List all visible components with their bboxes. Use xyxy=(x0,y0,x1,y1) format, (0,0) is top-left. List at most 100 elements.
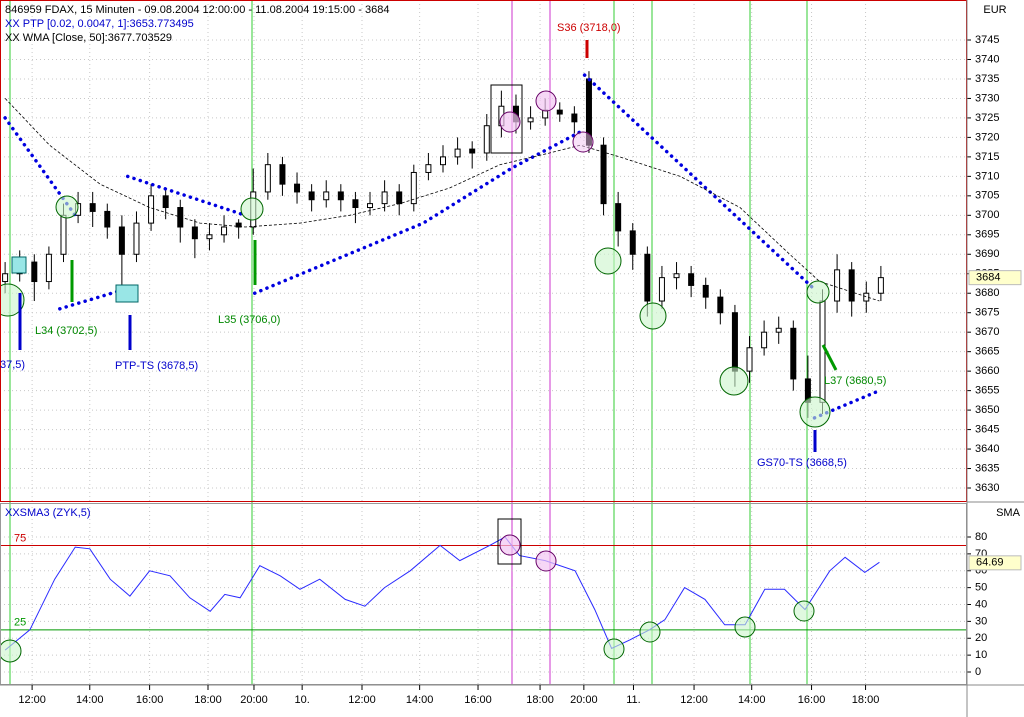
signal-circle xyxy=(0,283,25,317)
candle-body xyxy=(439,156,446,166)
y-tick-label: 3700 xyxy=(975,209,999,221)
x-tick-label: 18:00 xyxy=(526,694,554,706)
candle-body xyxy=(688,273,695,286)
candle-body xyxy=(731,312,738,372)
candle-body xyxy=(819,300,826,403)
candle-body xyxy=(221,226,228,236)
candle-body xyxy=(834,269,841,302)
indicator-title: XXSMA3 (ZYK,5) xyxy=(5,507,91,519)
y-tick-label: 3630 xyxy=(975,482,999,494)
candle-body xyxy=(31,261,38,283)
signal-circle xyxy=(799,396,831,428)
candle-body xyxy=(323,191,330,201)
legend-entry: XX WMA [Close, 50]:3677.703529 xyxy=(5,32,172,44)
candle-body xyxy=(367,203,374,209)
signal-box xyxy=(11,256,27,274)
signal-circle xyxy=(55,195,79,219)
candle-body xyxy=(89,203,96,212)
signal-circle xyxy=(603,638,625,660)
y-tick-label: 3660 xyxy=(975,365,999,377)
candle-body xyxy=(425,164,432,173)
x-tick-label: 18:00 xyxy=(194,694,222,706)
y-tick-label: 3675 xyxy=(975,307,999,319)
y-tick-label: 3650 xyxy=(975,404,999,416)
x-tick-label: 20:00 xyxy=(570,694,598,706)
x-tick-label: 14:00 xyxy=(406,694,434,706)
signal-circle xyxy=(594,247,622,275)
candle-body xyxy=(629,230,636,255)
candle-body xyxy=(746,347,753,372)
candle-body xyxy=(556,109,563,115)
candle-body xyxy=(148,195,155,224)
y-tick-label: 3715 xyxy=(975,151,999,163)
annotation: 37,5) xyxy=(0,359,25,371)
annotation: L34 (3702,5) xyxy=(35,325,97,337)
candle-body xyxy=(644,253,651,302)
signal-circle xyxy=(240,197,264,221)
y-tick-label: 3640 xyxy=(975,443,999,455)
y-tick-label: 3680 xyxy=(975,287,999,299)
candle-body xyxy=(717,296,724,314)
x-tick-label: 16:00 xyxy=(798,694,826,706)
candle-body xyxy=(294,183,301,193)
candle-body xyxy=(410,171,417,205)
last-value-box xyxy=(968,270,1022,286)
x-tick-label: 12:00 xyxy=(680,694,708,706)
y-tick-label: 3705 xyxy=(975,190,999,202)
candle-body xyxy=(191,226,198,240)
y-tick-label: 3645 xyxy=(975,423,999,435)
level-label: 25 xyxy=(14,617,26,629)
legend-entry: XX PTP [0.02, 0.0047, 1]:3653.773495 xyxy=(5,18,194,30)
last-value-label: 64.69 xyxy=(976,557,1004,569)
candle-body xyxy=(381,191,388,205)
x-tick-label: 12:00 xyxy=(18,694,46,706)
signal-circle xyxy=(535,90,557,112)
candle-body xyxy=(454,148,461,158)
signal-circle xyxy=(639,621,661,643)
y-tick-label: 3635 xyxy=(975,462,999,474)
x-tick-label: 11. xyxy=(626,694,640,706)
signal-circle xyxy=(0,639,22,663)
axis-label: SMA xyxy=(996,507,1021,519)
annotation: PTP-TS (3678,5) xyxy=(115,360,198,372)
candle-body xyxy=(761,331,768,349)
candle-body xyxy=(483,125,490,154)
candle-body xyxy=(600,144,607,205)
signal-tick xyxy=(821,344,838,371)
axis-label: EUR xyxy=(983,4,1006,16)
candle-body xyxy=(133,222,140,255)
candle-body xyxy=(60,214,67,255)
candle-body xyxy=(673,273,680,279)
candle-body xyxy=(527,117,534,123)
candle-body xyxy=(658,277,665,302)
y-tick-label: 0 xyxy=(975,666,981,678)
candle-body xyxy=(2,273,9,283)
y-tick-label: 30 xyxy=(975,615,987,627)
y-tick-label: 3735 xyxy=(975,73,999,85)
last-value-label: 3684 xyxy=(976,272,1000,284)
x-tick-label: 14:00 xyxy=(738,694,766,706)
candle-body xyxy=(206,234,213,240)
level-label: 75 xyxy=(14,532,26,544)
signal-circle xyxy=(806,280,830,304)
signal-box xyxy=(490,84,523,154)
candle-body xyxy=(235,222,242,228)
x-tick-label: 14:00 xyxy=(76,694,104,706)
x-tick-label: 16:00 xyxy=(136,694,164,706)
y-tick-label: 3670 xyxy=(975,326,999,338)
candle-body xyxy=(352,199,359,209)
candle-body xyxy=(469,148,476,154)
candle-body xyxy=(877,277,884,294)
annotation: GS70-TS (3668,5) xyxy=(757,457,847,469)
candle-body xyxy=(702,284,709,298)
x-tick-label: 10. xyxy=(294,694,309,706)
candle-body xyxy=(848,269,855,302)
candle-body xyxy=(45,253,52,283)
signal-circle xyxy=(499,111,521,133)
chart-title: 846959 FDAX, 15 Minuten - 09.08.2004 12:… xyxy=(5,4,389,16)
y-tick-label: 3740 xyxy=(975,53,999,65)
y-tick-label: 3720 xyxy=(975,131,999,143)
signal-box xyxy=(115,284,139,303)
last-value-box xyxy=(968,555,1022,571)
